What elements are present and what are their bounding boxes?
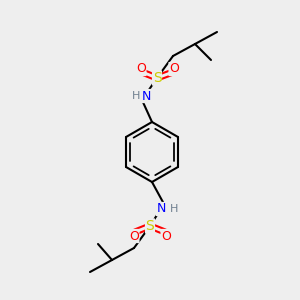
Text: H: H [170,204,178,214]
Text: O: O [136,62,146,76]
Text: O: O [161,230,171,242]
Text: N: N [141,89,151,103]
Text: O: O [129,230,139,242]
Text: S: S [146,219,154,233]
Text: N: N [156,202,166,215]
Text: H: H [132,91,140,101]
Text: O: O [169,62,179,76]
Text: S: S [153,71,161,85]
